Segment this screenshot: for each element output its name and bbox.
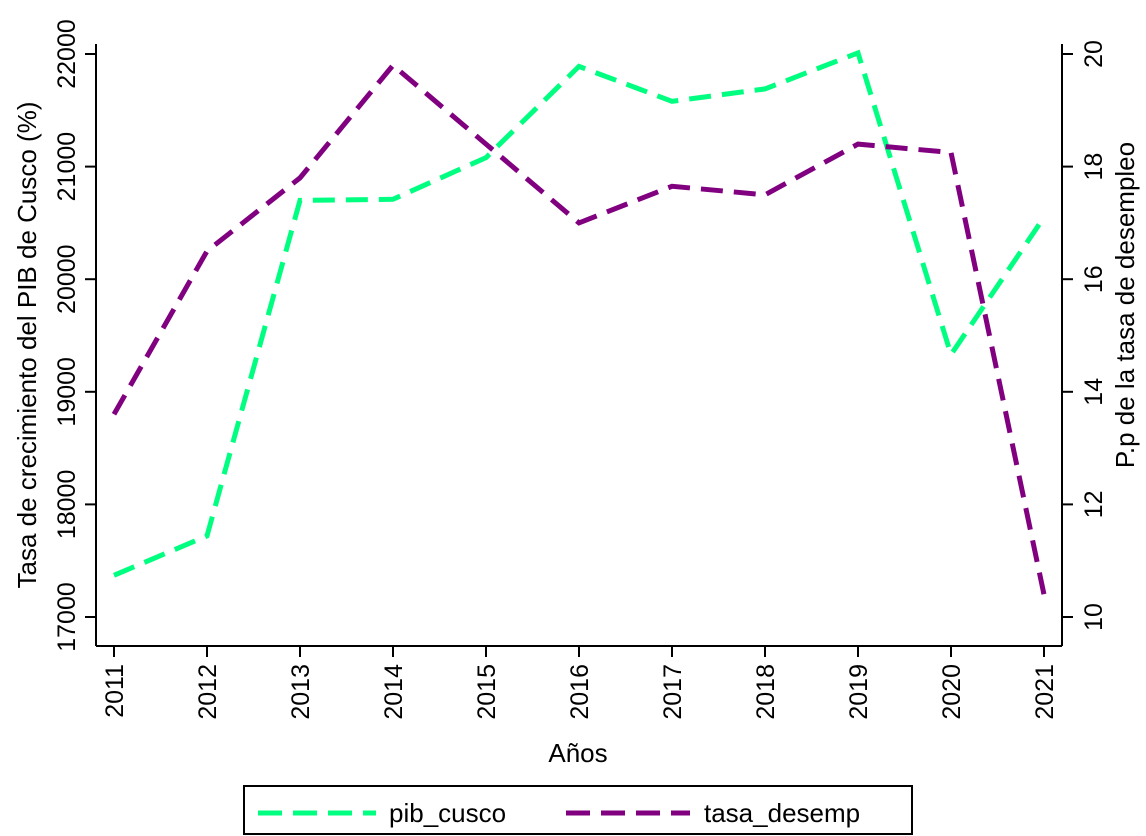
x-tick-label: 2021 (1031, 664, 1059, 720)
right-y-tick-label: 20 (1080, 40, 1108, 68)
legend-label-pib-cusco: pib_cusco (389, 798, 506, 828)
legend-label-tasa-desemp: tasa_desemp (704, 798, 860, 828)
right-y-tick-label: 12 (1080, 490, 1108, 518)
x-tick-label: 2015 (473, 664, 501, 720)
x-tick-label: 2018 (752, 664, 780, 720)
ticks: 2011 2012 2013 2014 2015 2016 2017 2018 2019 2020… (53, 19, 1108, 719)
x-tick-label: 2011 (101, 664, 129, 718)
right-y-axis-title: P.p de la tasa de desempleo (1110, 142, 1140, 468)
right-y-tick-label: 10 (1080, 603, 1108, 631)
left-y-axis-title: Tasa de crecimiento del PIB de Cusco (%) (12, 102, 42, 589)
right-y-tick-label: 14 (1080, 378, 1108, 406)
x-axis-title: Años (548, 738, 607, 768)
series-line-pib-cusco (113, 49, 1047, 578)
x-tick-label: 2019 (845, 664, 873, 720)
legend: pib_cusco tasa_desemp (243, 785, 913, 835)
left-y-tick-label: 18000 (53, 470, 81, 540)
series-lines (111, 49, 1047, 596)
left-y-tick-label: 19000 (53, 357, 81, 427)
left-y-tick-label: 22000 (53, 19, 81, 89)
right-y-tick-label: 16 (1080, 265, 1108, 293)
x-tick-label: 2016 (566, 664, 594, 720)
left-y-tick-label: 20000 (53, 244, 81, 314)
left-y-tick-label: 21000 (53, 132, 81, 202)
left-y-tick-label: 17000 (53, 582, 81, 652)
x-tick-label: 2017 (659, 664, 687, 720)
x-tick-label: 2020 (938, 664, 966, 720)
x-tick-label: 2014 (380, 664, 408, 720)
series-line-tasa-desemp (111, 61, 1047, 596)
axes (95, 44, 1063, 647)
right-y-tick-label: 18 (1080, 153, 1108, 181)
legend-box (243, 785, 913, 835)
x-tick-label: 2013 (287, 664, 315, 720)
x-tick-label: 2012 (194, 664, 222, 720)
